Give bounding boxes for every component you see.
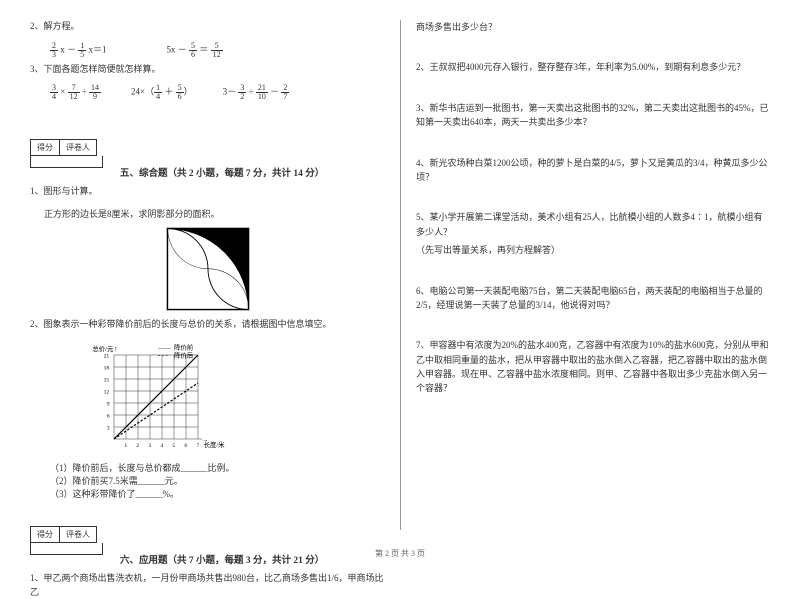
score-label: 得分	[31, 140, 60, 155]
expr1: 34 × 712 ÷ 149	[50, 84, 101, 101]
op: ＋	[162, 87, 176, 97]
score-box: 得分 评卷人	[30, 526, 97, 543]
svg-text:- - -: - - -	[158, 352, 168, 359]
frac-den: 12	[211, 51, 223, 59]
page-columns: 2、解方程。 23 x － 15 x＝1 5x － 56 ＝ 512 3、下面各…	[30, 20, 770, 530]
pre: 24×（	[131, 87, 154, 97]
right-q7: 7、甲容器中有浓度为20%的盐水400克，乙容器中有浓度为10%的盐水600克，…	[416, 338, 770, 396]
score-box: 得分 评卷人	[30, 139, 97, 156]
pre: 3－	[223, 87, 239, 97]
expr2: 24×（14 ＋ 56）	[131, 84, 193, 101]
d: 4	[50, 93, 58, 101]
frac-den: 6	[189, 51, 197, 59]
q3-equations: 34 × 712 ÷ 149 24×（14 ＋ 56） 3－ 32 ÷ 2110…	[30, 84, 385, 101]
op: －	[268, 87, 282, 97]
yt: 18	[104, 365, 110, 371]
sec5-q1-title: 1、图形与计算。	[30, 185, 385, 199]
left-column: 2、解方程。 23 x － 15 x＝1 5x － 56 ＝ 512 3、下面各…	[30, 20, 400, 530]
pre: 5x －	[167, 44, 190, 54]
right-q5b: （先写出等量关系，再列方程解答）	[416, 243, 770, 257]
tail: x＝1	[86, 44, 106, 54]
expr3: 3－ 32 ÷ 2110 － 27	[223, 84, 290, 101]
op: ÷	[80, 87, 89, 97]
yaxis-label: ↑	[114, 345, 118, 353]
xt: 1	[124, 443, 127, 449]
d: 4	[154, 93, 162, 101]
section-5-title: 五、综合题（共 2 小题，每题 7 分，共计 14 分）	[120, 165, 324, 179]
xt: 4	[160, 443, 163, 449]
page-footer: 第 2 页 共 3 页	[0, 548, 800, 559]
d: 12	[68, 93, 80, 101]
q3-title: 3、下面各题怎样简便就怎样算。	[30, 63, 385, 77]
shaded-figure	[163, 224, 253, 314]
xt: 5	[172, 443, 175, 449]
op: ＝	[197, 44, 211, 54]
right-q4: 4、新光农场种白菜1200公顷，种的萝卜是白菜的4/5，萝卜又是黄瓜的3/4，种…	[416, 156, 770, 185]
q1-cont: 商场多售出多少台？	[416, 20, 770, 34]
d: 7	[281, 93, 289, 101]
xt: 3	[148, 443, 151, 449]
op: ×	[58, 87, 68, 97]
sec5-q2-s1: （1）降价前后，长度与总价都成______比例。	[30, 461, 385, 474]
legend-before: 降价前	[174, 343, 194, 351]
q2-title: 2、解方程。	[30, 20, 385, 34]
right-q5a: 5、某小学开展第二课堂活动，美术小组有25人，比航模小组的人数多4∶1，航模小组…	[416, 210, 770, 239]
yt: 21	[104, 353, 110, 359]
grader-label: 评卷人	[60, 140, 96, 155]
d: 10	[256, 93, 268, 101]
right-q3: 3、新华书店运到一批图书，第一天卖出这批图书的32%，第二天卖出这批图书的45%…	[416, 101, 770, 130]
xaxis-text: 长度/米	[204, 440, 226, 449]
yaxis-text: 总价/元	[92, 344, 114, 353]
right-column: 商场多售出多少台？ 2、王叔叔把4000元存入银行，整存整存3年，年利率为5.0…	[400, 20, 770, 530]
yt: 9	[107, 401, 110, 407]
yt: 3	[107, 425, 110, 431]
op: x －	[58, 44, 78, 54]
price-chart: ↑ 总价/元 —— 降价前 - - - 降价后 21 18 15 12 9 6 …	[70, 343, 230, 455]
d: 9	[89, 93, 101, 101]
score-label: 得分	[31, 527, 60, 542]
q2-equations: 23 x － 15 x＝1 5x － 56 ＝ 512	[30, 42, 385, 59]
sec6-q1: 1、甲乙两个商场出售洗衣机，一月份甲商场共售出980台，比乙商场多售出1/6，甲…	[30, 572, 385, 599]
eq2: 5x － 56 ＝ 512	[167, 42, 223, 59]
eq1: 23 x － 15 x＝1	[50, 42, 107, 59]
post: ）	[184, 87, 193, 97]
sec5-q2-s3: （3）这种彩带降价了______%。	[30, 487, 385, 500]
svg-text:——: ——	[157, 344, 171, 351]
d: 6	[176, 93, 184, 101]
sec5-q2-title: 2、图象表示一种彩带降价前后的长度与总价的关系，请根据图中信息填空。	[30, 318, 385, 332]
xt: 6	[184, 443, 187, 449]
sec5-q1-sub: 正方形的边长是8厘米，求阴影部分的面积。	[30, 207, 385, 220]
xt: 2	[136, 443, 139, 449]
score-row-1: 得分 评卷人	[30, 129, 385, 168]
op: ÷	[246, 87, 255, 97]
grader-label: 评卷人	[60, 527, 96, 542]
yt: 15	[104, 377, 110, 383]
sec5-q2-s2: （2）降价前买7.5米需______元。	[30, 474, 385, 487]
xt: 7	[196, 443, 199, 449]
yt: 6	[107, 413, 110, 419]
yt: 12	[104, 389, 110, 395]
right-q6: 6、电脑公司第一天装配电脑75台，第二天装配电脑65台，两天装配的电脑相当于总量…	[416, 284, 770, 313]
right-q2: 2、王叔叔把4000元存入银行，整存整存3年，年利率为5.00%，到期有利息多少…	[416, 60, 770, 74]
frac-den: 3	[50, 51, 58, 59]
